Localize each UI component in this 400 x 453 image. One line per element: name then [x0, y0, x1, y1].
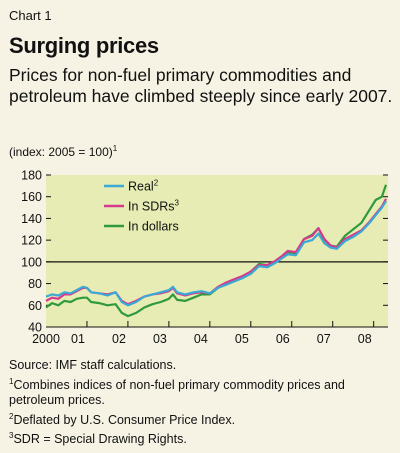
series-lines: [45, 184, 388, 318]
x-tick-label: 05: [235, 332, 249, 346]
x-tick-label: 01: [71, 332, 85, 346]
chart-subtitle: Prices for non-fuel primary commodities …: [9, 65, 393, 106]
legend-label: In SDRs3: [128, 199, 180, 214]
footnote-2: 2Deflated by U.S. Consumer Price Index.: [9, 409, 394, 429]
plot-area: [46, 175, 388, 327]
footnote-2-text: Deflated by U.S. Consumer Price Index.: [13, 412, 236, 427]
y-tick-label: 180: [21, 169, 42, 183]
y-tick-label: 80: [28, 277, 42, 291]
y-tick-label: 140: [21, 212, 42, 226]
source-note: Source: IMF staff calculations.: [9, 358, 177, 372]
footnote-1-text: Combines indices of non-fuel primary com…: [9, 377, 345, 408]
x-tick-label: 2000: [32, 332, 60, 346]
x-axis: 2000 01 02 03 04 05 06 07 08: [32, 321, 388, 346]
legend-label: In dollars: [128, 220, 179, 234]
chart-plot: 40 60 80 100 120 140 160 180 2000 01 02 03 04 05 06 07…: [21, 169, 388, 346]
legend-note-ref: 2: [154, 179, 159, 188]
legend-label: Real2: [128, 179, 159, 194]
footnote-2-ref: 2: [9, 411, 14, 421]
units-text: (index: 2005 = 100): [9, 145, 113, 159]
y-tick-label: 120: [21, 234, 42, 248]
footnote-1: 1Combines indices of non-fuel primary co…: [9, 374, 394, 409]
legend: Real2 In SDRs3 In dollars: [104, 179, 180, 234]
footnote-3-ref: 3: [9, 431, 14, 441]
footnote-3: 3SDR = Special Drawing Rights.: [9, 428, 394, 448]
chart-notes: Source: IMF staff calculations. 1Combine…: [9, 358, 394, 448]
chart-title: Surging prices: [9, 33, 159, 58]
footnote-3-text: SDR = Special Drawing Rights.: [13, 432, 187, 447]
series-line-real: [45, 200, 387, 307]
footnote-1-ref: 1: [9, 376, 14, 386]
x-tick-label: 03: [153, 332, 167, 346]
chart-units: (index: 2005 = 100)1: [9, 144, 117, 159]
y-tick-label: 40: [28, 321, 42, 335]
y-tick-label: 100: [21, 255, 42, 269]
x-tick-label: 06: [276, 332, 290, 346]
units-note-ref: 1: [112, 144, 118, 153]
x-tick-label: 02: [112, 332, 126, 346]
y-tick-label: 60: [28, 299, 42, 313]
chart-label: Chart 1: [9, 8, 52, 23]
x-tick-label: 07: [317, 332, 331, 346]
y-tick-label: 160: [21, 190, 42, 204]
legend-note-ref: 3: [175, 199, 180, 208]
x-tick-label: 08: [358, 332, 372, 346]
x-tick-label: 04: [194, 332, 208, 346]
